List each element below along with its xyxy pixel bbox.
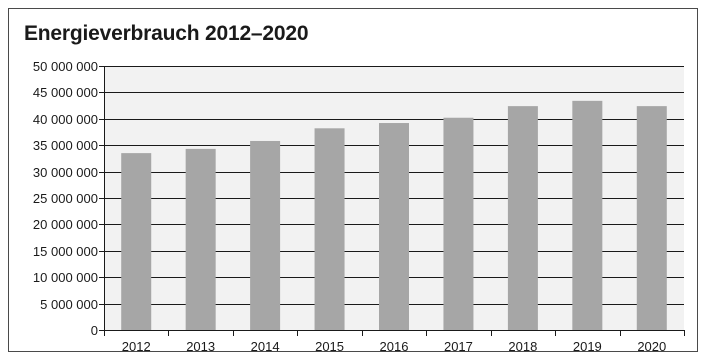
y-tick-label: 40 000 000 bbox=[33, 112, 98, 127]
x-tick-label: 2016 bbox=[380, 339, 409, 354]
bar-2012 bbox=[121, 153, 152, 330]
x-tick-label: 2017 bbox=[444, 339, 473, 354]
y-tick-label: 30 000 000 bbox=[33, 165, 98, 180]
x-tick-label: 2015 bbox=[315, 339, 344, 354]
bar-2015 bbox=[314, 128, 345, 330]
x-tick-label: 2018 bbox=[508, 339, 537, 354]
y-tick-label: 45 000 000 bbox=[33, 85, 98, 100]
x-tick-label: 2020 bbox=[637, 339, 666, 354]
y-tick-label: 5 000 000 bbox=[40, 297, 98, 312]
y-tick-label: 15 000 000 bbox=[33, 244, 98, 259]
y-tick-label: 35 000 000 bbox=[33, 138, 98, 153]
x-tick-label: 2019 bbox=[573, 339, 602, 354]
bar-2016 bbox=[379, 123, 409, 330]
y-tick-label: 25 000 000 bbox=[33, 191, 98, 206]
x-tick-label: 2014 bbox=[251, 339, 280, 354]
chart-title: Energieverbrauch 2012–2020 bbox=[24, 22, 309, 45]
bar-2014 bbox=[250, 140, 281, 330]
bar-2020 bbox=[636, 106, 667, 331]
y-tick-label: 0 bbox=[91, 323, 98, 338]
y-tick-label: 50 000 000 bbox=[33, 59, 98, 74]
bar-2018 bbox=[507, 106, 538, 331]
x-tick-label: 2012 bbox=[122, 339, 151, 354]
bar-2013 bbox=[185, 148, 216, 330]
bar-2019 bbox=[572, 100, 603, 331]
x-tick-label: 2013 bbox=[186, 339, 215, 354]
bar-2017 bbox=[443, 117, 474, 330]
y-tick-label: 10 000 000 bbox=[33, 270, 98, 285]
y-tick-label: 20 000 000 bbox=[33, 217, 98, 232]
